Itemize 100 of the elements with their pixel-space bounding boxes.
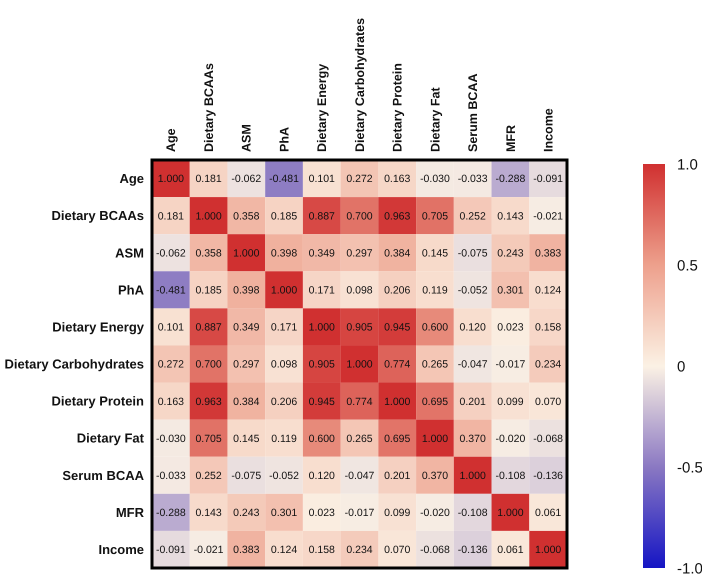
data-label: 0.695 [422, 396, 448, 408]
x-tick-label: Income [542, 108, 556, 152]
color-bar-label: -1.0 [677, 560, 702, 576]
data-label: 0.206 [384, 284, 411, 296]
data-label: -0.030 [156, 432, 186, 445]
data-label: 0.272 [346, 173, 373, 186]
data-label: 0.297 [346, 247, 373, 260]
data-label: 0.243 [233, 507, 260, 520]
data-label: 0.099 [384, 507, 411, 520]
data-label: 0.774 [346, 396, 373, 408]
data-label: -0.021 [533, 210, 564, 222]
data-label: -0.075 [231, 470, 262, 482]
x-tick-label: Dietary Energy [315, 64, 330, 152]
data-label: 1.000 [422, 432, 448, 445]
data-label: -0.068 [420, 544, 450, 556]
data-label: 0.201 [460, 396, 486, 408]
data-label: 0.181 [195, 173, 222, 186]
y-tick-label: Serum BCAA [62, 468, 145, 483]
data-label: 0.905 [308, 358, 336, 371]
data-label: 0.252 [195, 470, 222, 482]
data-label: 1.000 [534, 544, 562, 556]
data-label: -0.062 [156, 247, 186, 260]
y-tick-label: MFR [116, 504, 145, 520]
data-label: 0.349 [233, 322, 260, 334]
x-tick-label: Serum BCAA [466, 74, 480, 152]
data-label: 0.143 [497, 210, 524, 222]
data-label: 0.963 [384, 210, 411, 222]
x-tick-label: Dietary Protein [390, 63, 405, 152]
data-label: 0.145 [233, 432, 260, 445]
data-label: 1.000 [497, 507, 524, 520]
x-tick-label: Dietary BCAAs [202, 63, 216, 152]
data-label: -0.288 [496, 173, 526, 186]
data-label: 0.163 [384, 173, 411, 186]
data-label: 0.774 [384, 358, 411, 371]
data-label: -0.020 [496, 432, 526, 445]
y-tick-label: Dietary Carbohydrates [4, 356, 144, 372]
data-label: -0.062 [231, 173, 262, 186]
data-label: -0.047 [458, 358, 488, 371]
data-label: 0.099 [497, 396, 524, 408]
color-bar-label: 0.5 [677, 257, 698, 274]
data-label: 1.000 [384, 396, 411, 408]
data-label: 0.370 [460, 432, 486, 445]
data-label: 0.945 [308, 396, 336, 408]
data-label: 0.185 [195, 284, 222, 296]
y-tick-label: Dietary Fat [76, 430, 145, 446]
data-label: 0.383 [534, 247, 562, 260]
data-label: 0.358 [233, 210, 260, 222]
data-label: 0.206 [270, 396, 298, 408]
data-label: 0.272 [158, 358, 184, 371]
x-tick-label: Age [164, 128, 178, 152]
data-label: 0.705 [422, 210, 448, 222]
data-label: 0.171 [270, 322, 298, 334]
data-label: -0.020 [420, 507, 450, 520]
data-label: -0.052 [269, 470, 300, 482]
data-label: 0.349 [308, 247, 336, 260]
x-tick-label: ASM [240, 124, 254, 152]
data-label: 0.252 [460, 210, 486, 222]
y-tick-label: PhA [118, 282, 145, 298]
data-label: -0.136 [458, 544, 488, 556]
data-label: -0.091 [533, 173, 564, 186]
data-label: 0.695 [384, 432, 411, 445]
data-label: 1.000 [195, 210, 222, 222]
color-bar-label: 0 [677, 358, 686, 376]
data-label: 0.163 [158, 396, 184, 408]
color-bar-label: -0.5 [677, 459, 702, 476]
data-label: 0.234 [534, 358, 562, 371]
data-label: -0.047 [344, 470, 375, 482]
data-label: 0.158 [534, 322, 562, 334]
data-label: -0.091 [156, 544, 186, 556]
data-label: -0.033 [458, 173, 488, 186]
data-label: 0.181 [158, 210, 184, 222]
data-label: 0.301 [270, 507, 298, 520]
data-label: 0.023 [308, 507, 336, 520]
data-label: 0.145 [422, 247, 448, 260]
data-label: 0.887 [308, 210, 336, 222]
y-tick-label: ASM [115, 245, 144, 260]
data-label: 0.945 [384, 322, 411, 334]
data-label: 0.600 [308, 432, 336, 445]
data-label: 0.098 [346, 284, 373, 296]
data-label: 0.185 [270, 210, 298, 222]
data-label: 0.120 [460, 322, 486, 334]
data-label: -0.075 [458, 247, 488, 260]
data-label: -0.052 [458, 284, 488, 296]
data-label: 0.158 [308, 544, 336, 556]
data-label: 0.061 [534, 507, 562, 520]
data-label: 0.124 [534, 284, 562, 296]
data-label: 0.201 [384, 470, 411, 482]
y-tick-label: Dietary Energy [52, 319, 145, 334]
data-label: 0.700 [346, 210, 373, 222]
data-label: 0.301 [497, 284, 524, 296]
data-label: 0.265 [346, 432, 373, 445]
data-label: -0.030 [420, 173, 450, 186]
data-label: -0.017 [344, 507, 375, 520]
x-tick-label: Dietary Fat [428, 86, 442, 152]
y-tick-label: Dietary Protein [52, 394, 144, 409]
data-label: -0.021 [194, 544, 224, 556]
data-label: 0.120 [308, 470, 336, 482]
data-label: 0.119 [422, 284, 448, 296]
data-label: -0.481 [156, 284, 186, 296]
x-tick-label: Dietary Carbohydrates [352, 18, 367, 152]
